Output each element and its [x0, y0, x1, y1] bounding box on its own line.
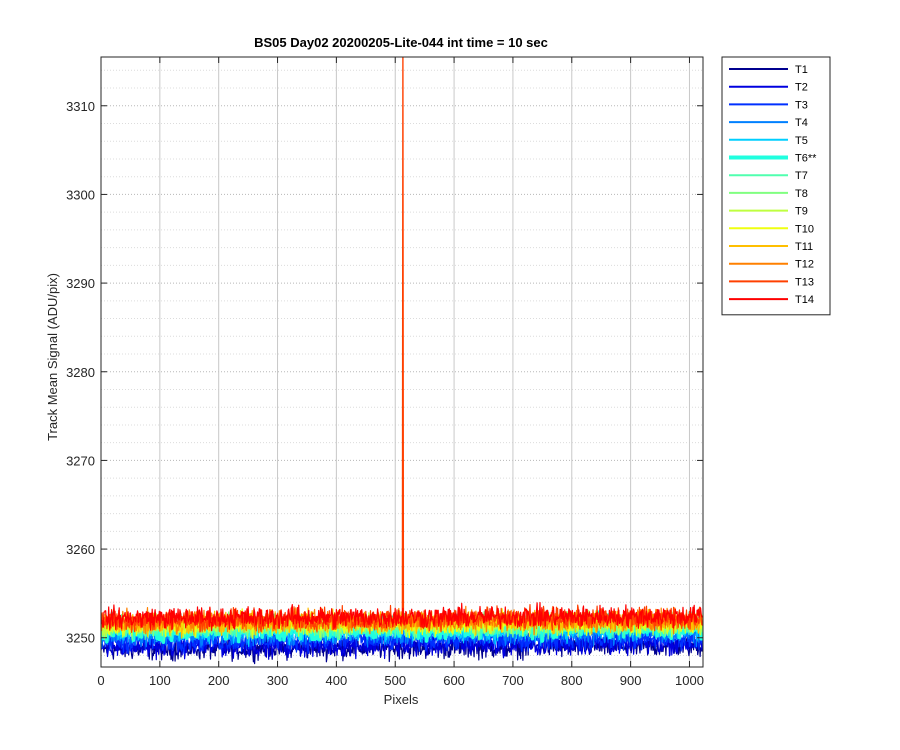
legend-label: T2 — [795, 82, 808, 94]
x-tick-label: 900 — [620, 673, 642, 688]
series-group — [101, 57, 703, 665]
x-tick-label: 1000 — [675, 673, 704, 688]
legend-label: T6** — [795, 153, 817, 165]
y-tick-label: 3260 — [66, 542, 95, 557]
legend-label: T11 — [795, 241, 813, 253]
axes-frame — [100, 56, 704, 668]
legend-label: T1 — [795, 64, 808, 76]
legend-label: T14 — [795, 294, 814, 306]
x-tick-label: 400 — [326, 673, 348, 688]
x-tick-label: 800 — [561, 673, 583, 688]
legend-label: T12 — [795, 259, 814, 271]
x-tick-label: 300 — [267, 673, 289, 688]
plot-area: 0 100 200 300 400 500 600 700 800 900 1000 3250 3260… — [66, 56, 704, 688]
y-tick-label: 3280 — [66, 365, 95, 380]
y-axis-label-group: Track Mean Signal (ADU/pix) — [45, 273, 60, 441]
legend-label: T7 — [795, 170, 808, 182]
x-tick-label: 100 — [149, 673, 171, 688]
x-tick-label: 0 — [97, 673, 104, 688]
x-tick-label: 700 — [502, 673, 524, 688]
legend-label: T5 — [795, 135, 808, 147]
y-tick-label: 3250 — [66, 631, 95, 646]
y-tick-label: 3290 — [66, 276, 95, 291]
ticks: 0 100 200 300 400 500 600 700 800 900 1000 3250 3260… — [66, 57, 704, 688]
y-tick-label: 3300 — [66, 187, 95, 202]
legend-label: T13 — [795, 276, 814, 288]
series-line-t14 — [101, 601, 703, 632]
legend-label: T4 — [795, 117, 808, 129]
legend-label: T10 — [795, 223, 814, 235]
chart-title: BS05 Day02 20200205-Lite-044 int time = … — [254, 35, 548, 50]
legend-label: T8 — [795, 188, 808, 200]
legend-label: T9 — [795, 206, 808, 218]
x-tick-label: 600 — [443, 673, 465, 688]
legend-box — [721, 56, 831, 316]
y-tick-label: 3270 — [66, 453, 95, 468]
x-axis-label: Pixels — [384, 692, 419, 707]
x-tick-label: 500 — [384, 673, 406, 688]
legend-label: T3 — [795, 99, 808, 111]
legend: T1 T2 T3 T4 T5 T6** T7 T8 T9 T10 T11 T12 T13 T14 — [721, 56, 831, 316]
y-axis-label: Track Mean Signal (ADU/pix) — [45, 273, 60, 441]
y-tick-label: 3310 — [66, 99, 95, 114]
x-tick-label: 200 — [208, 673, 230, 688]
